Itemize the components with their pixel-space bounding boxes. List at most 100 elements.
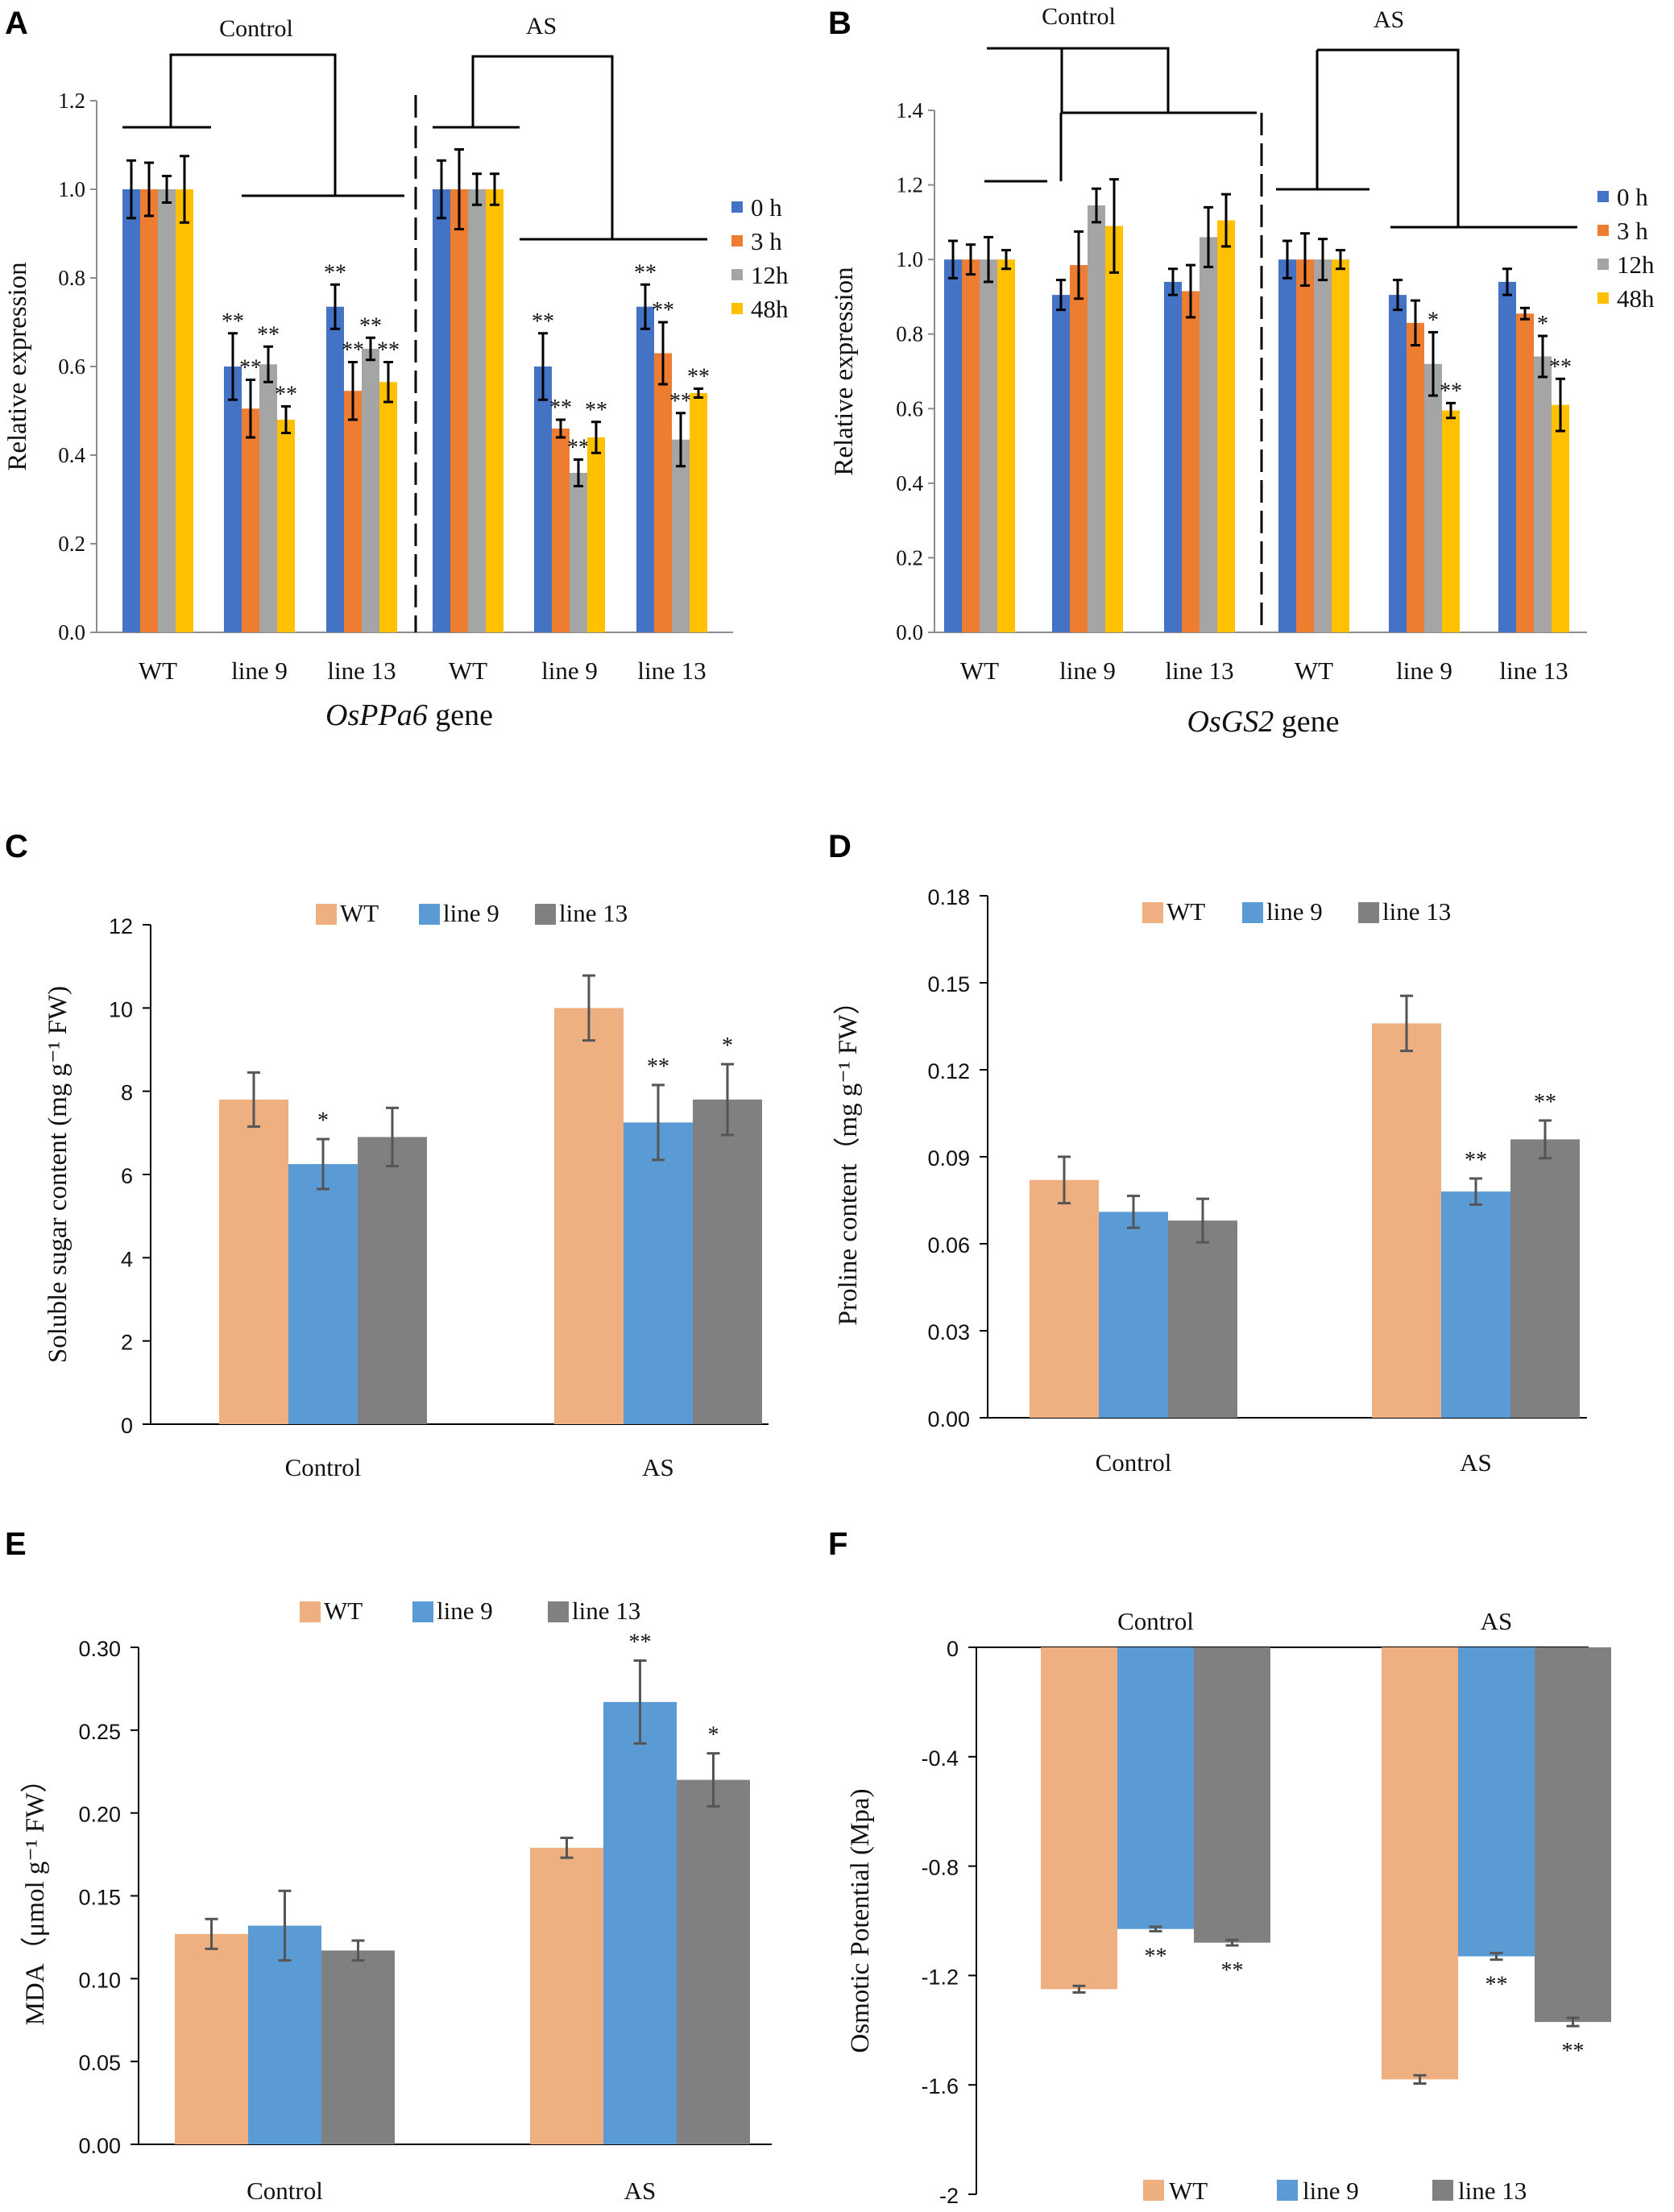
bar (358, 1137, 427, 1424)
y-tick-label: 0.2 (896, 545, 923, 570)
bar (176, 189, 193, 632)
y-tick-label: 1.4 (896, 98, 923, 122)
error-bar (278, 1889, 292, 1962)
gene-label: OsGS2 gene (1187, 705, 1340, 739)
gene-label: OsPPa6 gene (325, 698, 493, 732)
bar (219, 1100, 288, 1424)
legend-swatch (731, 235, 743, 246)
x-tick-label: line 9 (1396, 657, 1452, 685)
significance-label: ** (275, 383, 297, 408)
y-tick-label: 0.03 (927, 1320, 970, 1344)
bar (1535, 1647, 1611, 2023)
legend: WT line 9 line 13 (316, 899, 628, 927)
y-tick-label: -0.4 (921, 1746, 959, 1771)
bar (1552, 404, 1569, 632)
x-tick-label: line 9 (541, 657, 598, 685)
bar (654, 353, 672, 632)
y-tick-label: -0.8 (921, 1856, 959, 1880)
y-tick-label: 0.0 (896, 620, 923, 644)
bar (158, 189, 176, 632)
error-bar (1502, 267, 1512, 296)
legend-label: WT (340, 899, 379, 927)
x-tick-label: line 9 (231, 657, 288, 685)
significance-label: ** (629, 1630, 652, 1655)
error-bar (1168, 267, 1178, 296)
error-bar (1092, 187, 1101, 224)
panel-letter: D (828, 829, 852, 864)
x-tick-label: AS (642, 1453, 674, 1481)
legend-swatch (1143, 2180, 1164, 2201)
panel-f: F -2 -1.6 -1.2 -0.8 -0.4 0 Osmotic Potential (M… (828, 1526, 1611, 2208)
bar (140, 189, 158, 632)
legend-label: 12h (751, 261, 789, 289)
legend: 0 h 3 h 12h 48h (731, 193, 789, 323)
bar (242, 408, 259, 632)
panel-letter: A (5, 6, 28, 41)
error-bar (1539, 1119, 1552, 1160)
bar (530, 1847, 603, 2144)
comparison-bracket (471, 55, 614, 239)
legend-label: 3 h (1617, 217, 1648, 245)
error-bar (574, 458, 583, 487)
legend-swatch (1432, 2180, 1453, 2201)
comparison-bracket (169, 53, 337, 196)
legend-swatch (412, 1601, 433, 1622)
bar (1332, 259, 1349, 632)
significance-label: ** (342, 338, 364, 363)
bar (277, 420, 295, 632)
y-tick-label: 0.4 (896, 471, 923, 495)
error-bar (676, 412, 686, 468)
significance-label: ** (222, 309, 244, 334)
bar (534, 367, 552, 632)
y-tick-label: 0.10 (78, 1968, 121, 1992)
bar (554, 1008, 624, 1424)
error-bar (984, 235, 993, 284)
error-bar (1186, 263, 1195, 319)
x-tick-label: line 13 (637, 657, 706, 685)
bar (1278, 259, 1296, 632)
bar (944, 259, 962, 632)
y-tick-label: 0.20 (78, 1803, 121, 1827)
legend-label: line 13 (1382, 897, 1451, 926)
y-tick-label: 0.8 (896, 322, 923, 346)
bar (1382, 1647, 1458, 2080)
error-bar (1225, 1938, 1239, 1947)
error-bar (180, 155, 189, 224)
legend-label: line 9 (1266, 897, 1323, 926)
bar (224, 367, 242, 632)
x-tick-label: Control (1096, 1448, 1172, 1477)
y-tick-label: 6 (121, 1164, 133, 1188)
error-bar (1413, 2073, 1427, 2086)
bar (259, 364, 277, 632)
y-tick-label: 0.6 (896, 396, 923, 420)
y-tick-label: 4 (121, 1247, 133, 1271)
significance-label: ** (687, 365, 710, 390)
legend-swatch (731, 269, 743, 280)
legend-label: line 9 (1303, 2177, 1359, 2205)
y-tick-label: 0.2 (58, 532, 85, 556)
y-tick-label: 0.15 (78, 1886, 121, 1910)
significance-label: * (1427, 308, 1439, 333)
bar (693, 1100, 762, 1424)
significance-label: * (1537, 312, 1548, 337)
bar (570, 473, 587, 632)
y-tick-label: 0.0 (58, 620, 85, 644)
legend-label: 3 h (751, 227, 782, 255)
error-bar (591, 420, 601, 454)
bar (450, 189, 468, 632)
bar (1117, 1647, 1194, 1929)
legend-swatch (1142, 902, 1163, 923)
y-tick-label: 2 (121, 1331, 133, 1355)
error-bar (1393, 279, 1403, 312)
bar (1105, 226, 1123, 632)
significance-label: ** (634, 260, 657, 285)
legend: 0 h 3 h 12h 48h (1597, 183, 1655, 313)
error-bar (1001, 249, 1011, 271)
panel-c: C 0 2 4 6 8 10 12 Soluble sugar content (mg g⁻¹ … (5, 829, 769, 1481)
bar (636, 306, 654, 632)
legend-swatch (1597, 292, 1609, 304)
significance-label: ** (1534, 1090, 1556, 1115)
x-tick-label: Control (285, 1453, 362, 1481)
bar (1168, 1220, 1237, 1418)
